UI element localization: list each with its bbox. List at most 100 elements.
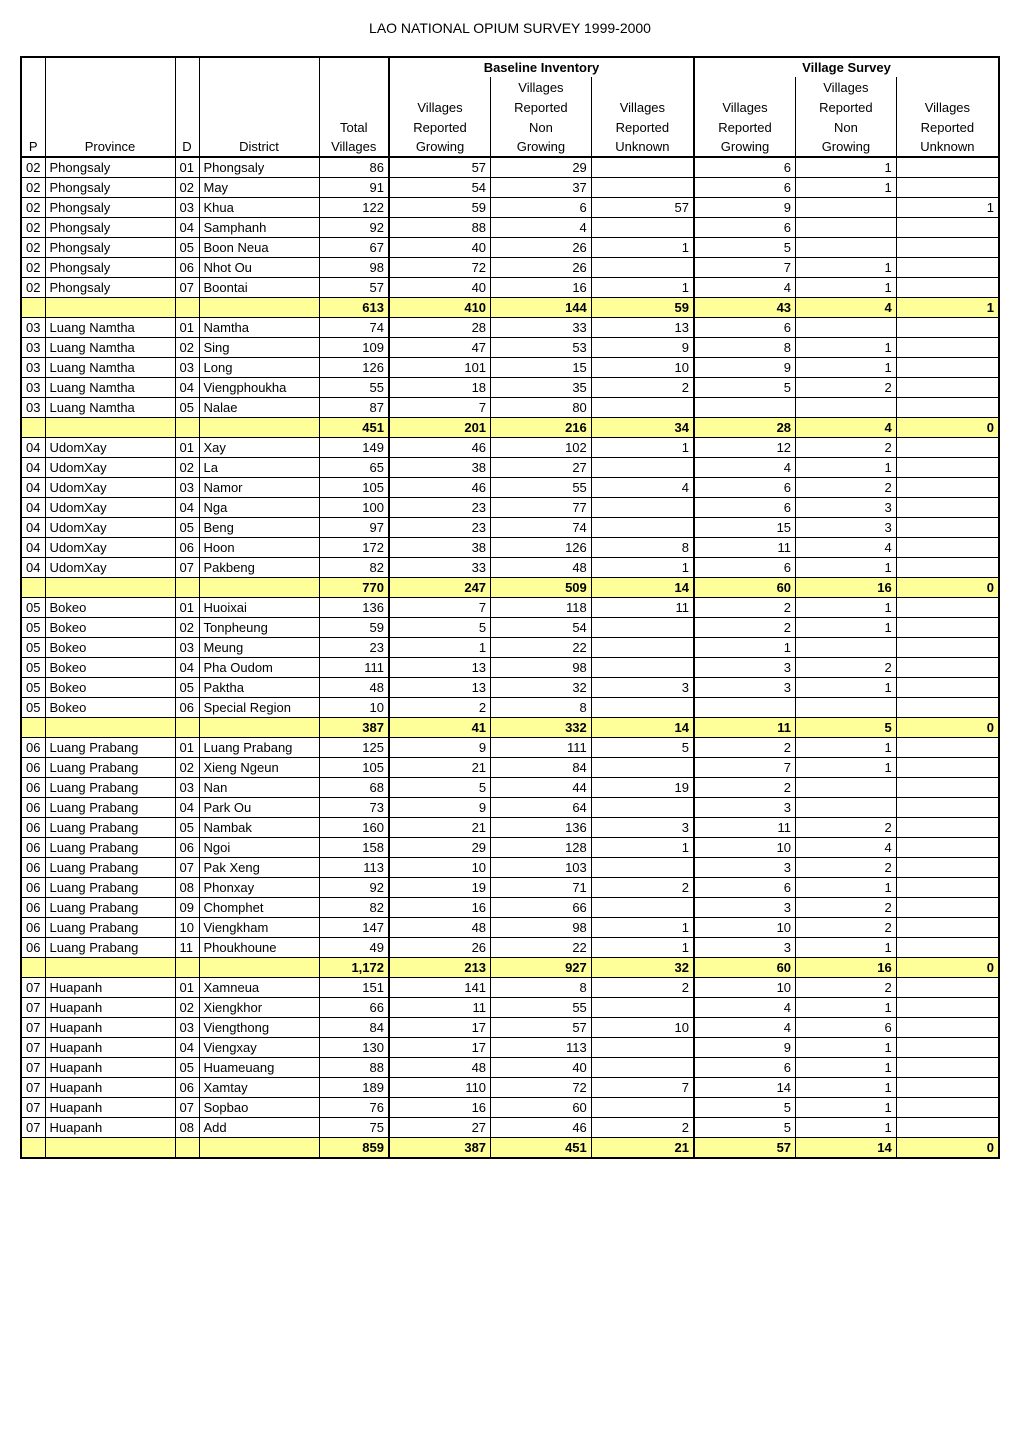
cell-province: Luang Namtha xyxy=(45,318,175,338)
cell-s-non: 2 xyxy=(796,378,897,398)
cell-s-grow: 3 xyxy=(694,658,796,678)
cell-s-non: 14 xyxy=(796,1138,897,1159)
table-row: 07 Huapanh 01 Xamneua 151 141 8 2 10 2 xyxy=(21,978,999,998)
cell-s-grow: 11 xyxy=(694,538,796,558)
cell-total: 76 xyxy=(319,1098,389,1118)
hr2-11 xyxy=(896,77,999,97)
hr3-2 xyxy=(45,97,175,117)
cell-total: 82 xyxy=(319,898,389,918)
cell-d: 01 xyxy=(175,157,199,178)
cell-b-non: 102 xyxy=(491,438,592,458)
cell-d xyxy=(175,958,199,978)
cell-b-grow: 47 xyxy=(389,338,491,358)
cell-s-grow: 2 xyxy=(694,618,796,638)
cell-total: 100 xyxy=(319,498,389,518)
cell-b-unk: 1 xyxy=(591,278,694,298)
cell-province xyxy=(45,418,175,438)
cell-district: Park Ou xyxy=(199,798,319,818)
cell-b-unk: 59 xyxy=(591,298,694,318)
table-row: 05 Bokeo 01 Huoixai 136 7 118 11 2 1 xyxy=(21,598,999,618)
cell-b-non: 54 xyxy=(491,618,592,638)
cell-province: UdomXay xyxy=(45,558,175,578)
cell-s-non: 4 xyxy=(796,538,897,558)
page-title: LAO NATIONAL OPIUM SURVEY 1999-2000 xyxy=(20,20,1000,36)
hr2-6 xyxy=(389,77,491,97)
cell-p: 02 xyxy=(21,178,45,198)
cell-district: Meung xyxy=(199,638,319,658)
cell-p: 05 xyxy=(21,638,45,658)
cell-s-unk xyxy=(896,218,999,238)
cell-district: Viengphoukha xyxy=(199,378,319,398)
cell-total: 130 xyxy=(319,1038,389,1058)
cell-district: May xyxy=(199,178,319,198)
cell-s-non: 2 xyxy=(796,898,897,918)
table-row: 03 Luang Namtha 01 Namtha 74 28 33 13 6 xyxy=(21,318,999,338)
cell-s-non: 1 xyxy=(796,278,897,298)
cell-b-unk xyxy=(591,518,694,538)
cell-total: 151 xyxy=(319,978,389,998)
cell-s-grow: 6 xyxy=(694,178,796,198)
cell-district: Pha Oudom xyxy=(199,658,319,678)
cell-b-non: 84 xyxy=(491,758,592,778)
cell-d: 03 xyxy=(175,478,199,498)
cell-district: Nalae xyxy=(199,398,319,418)
cell-d: 05 xyxy=(175,678,199,698)
cell-s-grow: 5 xyxy=(694,378,796,398)
cell-b-grow: 72 xyxy=(389,258,491,278)
cell-total: 451 xyxy=(319,418,389,438)
cell-total: 84 xyxy=(319,1018,389,1038)
cell-province: Luang Prabang xyxy=(45,878,175,898)
cell-province: Luang Prabang xyxy=(45,918,175,938)
cell-b-grow: 48 xyxy=(389,918,491,938)
table-row: 02 Phongsaly 02 May 91 54 37 6 1 xyxy=(21,178,999,198)
header-district-label: District xyxy=(199,137,319,157)
cell-p: 06 xyxy=(21,898,45,918)
cell-district: Boon Neua xyxy=(199,238,319,258)
cell-total: 97 xyxy=(319,518,389,538)
table-row: 07 Huapanh 06 Xamtay 189 110 72 7 14 1 xyxy=(21,1078,999,1098)
cell-b-non: 48 xyxy=(491,558,592,578)
cell-s-unk xyxy=(896,618,999,638)
cell-b-grow: 21 xyxy=(389,818,491,838)
cell-p: 06 xyxy=(21,738,45,758)
cell-district: Xay xyxy=(199,438,319,458)
cell-s-non: 1 xyxy=(796,738,897,758)
cell-s-unk xyxy=(896,1098,999,1118)
cell-b-grow: 5 xyxy=(389,778,491,798)
cell-s-unk: 0 xyxy=(896,418,999,438)
hr4-6: Reported xyxy=(389,117,491,137)
cell-total: 136 xyxy=(319,598,389,618)
cell-d xyxy=(175,1138,199,1159)
cell-p: 07 xyxy=(21,1038,45,1058)
cell-b-grow: 28 xyxy=(389,318,491,338)
cell-p: 04 xyxy=(21,458,45,478)
cell-d: 04 xyxy=(175,218,199,238)
cell-d xyxy=(175,578,199,598)
cell-province: Luang Prabang xyxy=(45,938,175,958)
cell-b-non: 16 xyxy=(491,278,592,298)
hr2-8 xyxy=(591,77,694,97)
cell-total: 770 xyxy=(319,578,389,598)
table-row: 06 Luang Prabang 06 Ngoi 158 29 128 1 10… xyxy=(21,838,999,858)
cell-total: 158 xyxy=(319,838,389,858)
cell-b-non: 332 xyxy=(491,718,592,738)
cell-b-unk xyxy=(591,638,694,658)
cell-d: 04 xyxy=(175,798,199,818)
cell-p: 05 xyxy=(21,618,45,638)
cell-s-grow: 11 xyxy=(694,718,796,738)
cell-s-unk xyxy=(896,858,999,878)
cell-s-grow: 5 xyxy=(694,238,796,258)
cell-district: Boontai xyxy=(199,278,319,298)
cell-s-grow: 3 xyxy=(694,858,796,878)
cell-s-unk xyxy=(896,658,999,678)
cell-b-grow: 13 xyxy=(389,678,491,698)
cell-b-non: 216 xyxy=(491,418,592,438)
cell-b-non: 64 xyxy=(491,798,592,818)
table-row: 04 UdomXay 03 Namor 105 46 55 4 6 2 xyxy=(21,478,999,498)
cell-b-unk: 21 xyxy=(591,1138,694,1159)
cell-b-unk xyxy=(591,858,694,878)
table-row: 05 Bokeo 04 Pha Oudom 111 13 98 3 2 xyxy=(21,658,999,678)
table-row: 06 Luang Prabang 08 Phonxay 92 19 71 2 6… xyxy=(21,878,999,898)
cell-province xyxy=(45,958,175,978)
cell-b-non: 29 xyxy=(491,157,592,178)
